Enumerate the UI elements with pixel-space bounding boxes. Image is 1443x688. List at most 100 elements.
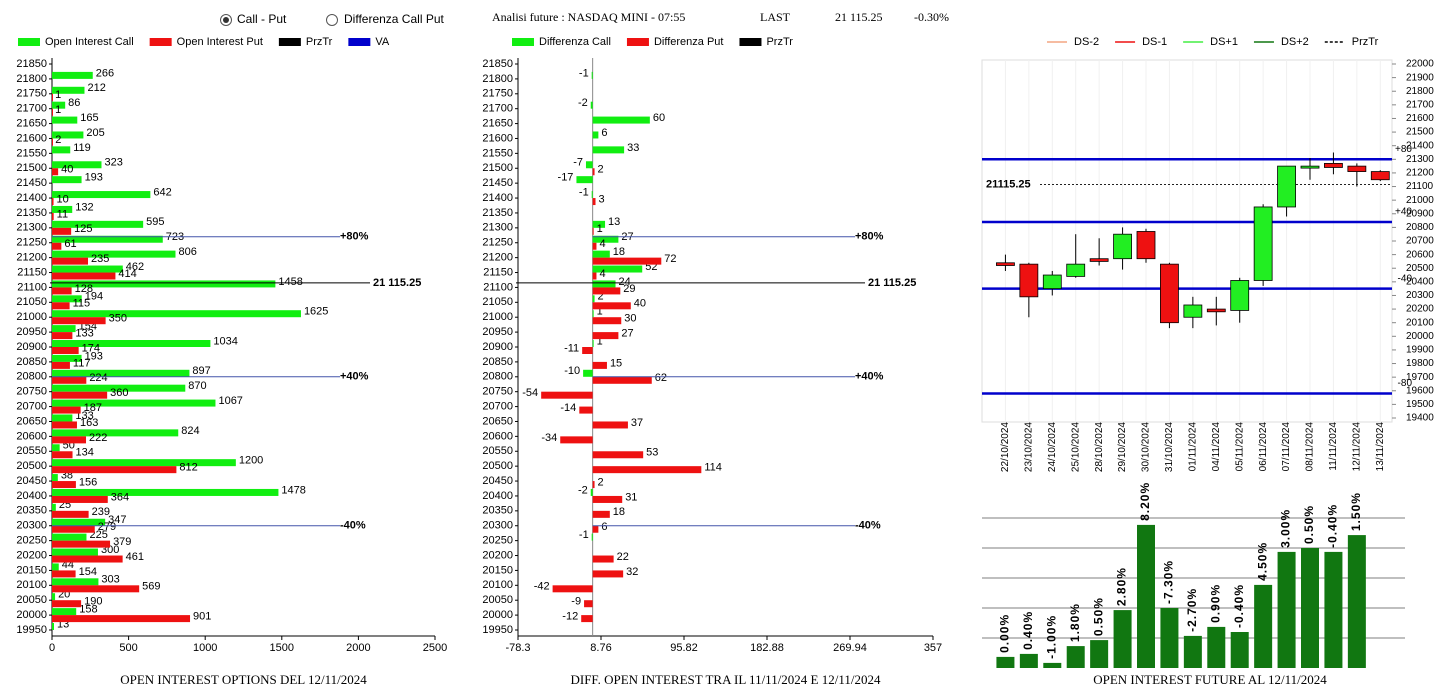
- bar: [592, 421, 628, 429]
- bar: [52, 265, 123, 273]
- y-tick-label: 20200: [1406, 304, 1434, 315]
- y-tick-label: 20300: [16, 520, 47, 532]
- candle-body: [1277, 165, 1296, 208]
- y-tick-label: 20950: [16, 326, 47, 338]
- y-tick-label: 20850: [16, 356, 47, 368]
- candle-body: [1183, 304, 1203, 318]
- y-tick-label: 21200: [482, 252, 513, 264]
- y-tick-label: 20500: [16, 460, 47, 472]
- bar: [52, 71, 93, 79]
- bar-label: 414: [118, 268, 136, 280]
- change-label: 3.00%: [1279, 509, 1293, 548]
- bar: [52, 593, 56, 601]
- bar: [541, 391, 593, 399]
- y-tick-label: 21500: [1406, 127, 1434, 138]
- last-value: 21 115.25: [835, 10, 883, 24]
- bar: [52, 310, 301, 318]
- candle-body: [1206, 308, 1226, 313]
- bar: [592, 131, 599, 139]
- y-tick-label: 21700: [16, 103, 47, 115]
- bar: [52, 503, 56, 511]
- reference-label: +80%: [340, 231, 369, 243]
- price-label: 21 115.25: [868, 277, 916, 289]
- legend-label: PrzTr: [306, 36, 333, 48]
- legend-label: Open Interest Put: [177, 36, 263, 48]
- bar: [52, 429, 179, 437]
- y-tick-label: 21100: [483, 281, 513, 293]
- bar-label: -2: [578, 484, 588, 496]
- change-label: -1.00%: [1044, 615, 1058, 659]
- bar-label: 870: [188, 380, 206, 392]
- bar: [592, 332, 619, 340]
- y-tick-label: 20650: [16, 415, 47, 427]
- bar-label: 125: [74, 223, 92, 235]
- x-tick-label: 24/10/2024: [1047, 422, 1058, 472]
- bar: [52, 540, 111, 548]
- bar: [592, 235, 619, 243]
- bar-label: 60: [653, 112, 665, 124]
- bar-label: 128: [75, 283, 93, 295]
- x-tick-label: 30/10/2024: [1141, 422, 1152, 472]
- bar-label: 824: [181, 425, 199, 437]
- bar-label: 29: [623, 283, 635, 295]
- bar: [52, 474, 58, 482]
- bar: [52, 198, 54, 206]
- bar: [52, 510, 89, 518]
- x-tick-label: 2500: [423, 642, 447, 654]
- radio-dot: [223, 17, 229, 23]
- option-label[interactable]: Call - Put: [237, 12, 287, 26]
- y-tick-label: 21350: [482, 207, 513, 219]
- bar: [52, 340, 211, 347]
- price-label: 21 115.25: [373, 277, 421, 289]
- option-label[interactable]: Differenza Call Put: [344, 12, 444, 26]
- bar: [52, 376, 87, 384]
- bar-label: 193: [85, 172, 103, 184]
- y-tick-label: 21600: [16, 132, 47, 144]
- bar: [52, 459, 236, 467]
- y-tick-label: 20950: [482, 326, 513, 338]
- y-tick-label: 21200: [16, 252, 47, 264]
- bar: [591, 533, 593, 541]
- bar: [1113, 610, 1132, 668]
- bar: [52, 235, 163, 243]
- y-tick-label: 21850: [482, 58, 513, 70]
- y-tick-label: 20100: [16, 579, 47, 591]
- bar-label: 86: [68, 97, 80, 109]
- bar-label: 901: [193, 611, 211, 623]
- bar: [52, 555, 123, 563]
- legend-label: VA: [375, 36, 390, 48]
- bar-label: 13: [608, 216, 620, 228]
- bar-label: 193: [85, 350, 103, 362]
- legend-label: Differenza Call: [539, 36, 611, 48]
- bar: [52, 131, 84, 139]
- bar-label: 11: [57, 208, 68, 220]
- bar-label: 10: [57, 193, 69, 205]
- y-tick-label: 21300: [482, 222, 513, 234]
- bar-label: 187: [84, 402, 102, 414]
- bar: [52, 495, 108, 503]
- change-label: 4.50%: [1255, 542, 1269, 581]
- y-tick-label: 21750: [16, 88, 47, 100]
- y-tick-label: 20750: [482, 386, 513, 398]
- change-label: 8.20%: [1138, 482, 1152, 521]
- bar: [560, 436, 593, 444]
- y-tick-label: 20350: [482, 505, 513, 517]
- bar-label: 347: [108, 514, 126, 526]
- bar: [52, 578, 99, 586]
- bar-label: 2: [55, 134, 61, 146]
- bar: [1137, 524, 1155, 668]
- y-tick-label: 20250: [16, 535, 47, 547]
- bar: [581, 615, 593, 623]
- change-label: 0.50%: [1091, 597, 1105, 636]
- x-axis-title: OPEN INTEREST OPTIONS DEL 12/11/2024: [120, 672, 367, 687]
- bar-label: 379: [113, 536, 131, 548]
- bar: [52, 257, 89, 265]
- y-tick-label: 19950: [482, 624, 513, 636]
- bar-label: 15: [610, 357, 622, 369]
- bar: [52, 250, 176, 258]
- y-tick-label: 21600: [482, 132, 513, 144]
- radio-diff[interactable]: [326, 14, 338, 26]
- y-tick-label: 20150: [482, 564, 513, 576]
- x-tick-label: 29/10/2024: [1117, 422, 1128, 472]
